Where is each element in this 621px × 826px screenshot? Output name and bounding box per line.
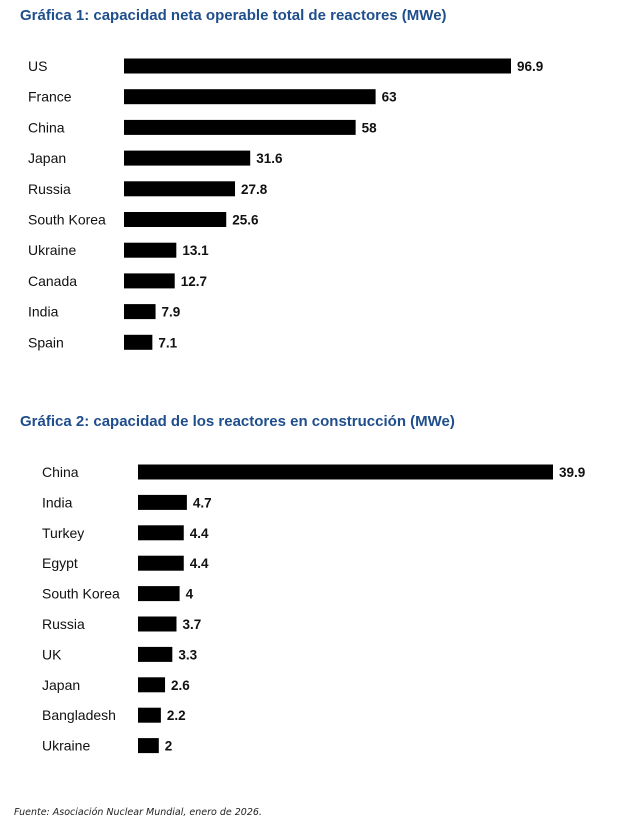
bar bbox=[138, 586, 180, 602]
value-label: 7.1 bbox=[158, 335, 177, 350]
bar bbox=[138, 555, 184, 571]
category-label: US bbox=[28, 58, 47, 74]
value-label: 4.4 bbox=[190, 526, 209, 541]
bar bbox=[124, 304, 156, 320]
value-label: 12.7 bbox=[181, 274, 207, 289]
value-label: 7.9 bbox=[162, 305, 181, 320]
category-label: China bbox=[28, 119, 65, 135]
category-label: Ukraine bbox=[28, 242, 76, 258]
category-label: China bbox=[42, 464, 79, 480]
value-label: 63 bbox=[382, 90, 398, 105]
bar bbox=[124, 273, 175, 289]
value-label: 96.9 bbox=[517, 59, 543, 74]
bar bbox=[138, 738, 159, 754]
bar bbox=[124, 334, 153, 350]
chart-2-title: Gráfica 2: capacidad de los reactores en… bbox=[20, 413, 455, 430]
value-label: 25.6 bbox=[232, 213, 259, 228]
value-label: 4.4 bbox=[190, 556, 209, 571]
chart-1-title: Gráfica 1: capacidad neta operable total… bbox=[20, 7, 447, 24]
value-label: 31.6 bbox=[256, 151, 283, 166]
category-label: Canada bbox=[28, 273, 77, 289]
value-label: 58 bbox=[362, 120, 378, 135]
bar bbox=[124, 181, 236, 197]
bar bbox=[124, 119, 356, 135]
value-label: 3.7 bbox=[182, 617, 201, 632]
category-label: Russia bbox=[28, 181, 71, 197]
bar bbox=[138, 525, 184, 541]
bar bbox=[124, 212, 227, 227]
category-label: Ukraine bbox=[42, 738, 90, 754]
category-label: Japan bbox=[28, 150, 66, 166]
category-label: Bangladesh bbox=[42, 707, 116, 723]
chart-2-construction-capacity: China 39.9 India 4.7 Turkey 4.4 Egypt 4.4 South … bbox=[42, 464, 585, 754]
bar bbox=[124, 242, 177, 258]
category-label: Turkey bbox=[42, 525, 84, 541]
source-note: Fuente: Asociación Nuclear Mundial, ener… bbox=[14, 807, 262, 818]
value-label: 39.9 bbox=[559, 465, 585, 480]
category-label: India bbox=[42, 494, 73, 510]
category-label: Egypt bbox=[42, 555, 78, 571]
chart-1-operable-capacity: US 96.9 France 63 China 58 Japan 31.6 Russia 27.8… bbox=[28, 58, 543, 350]
category-label: UK bbox=[42, 646, 62, 662]
category-label: Spain bbox=[28, 334, 64, 350]
value-label: 4 bbox=[186, 587, 194, 602]
value-label: 4.7 bbox=[193, 495, 212, 510]
value-label: 3.3 bbox=[178, 647, 197, 662]
category-label: South Korea bbox=[28, 212, 106, 228]
bar bbox=[124, 89, 376, 105]
value-label: 27.8 bbox=[241, 182, 268, 197]
bar bbox=[124, 58, 511, 74]
value-label: 2.2 bbox=[167, 708, 186, 723]
bar bbox=[138, 616, 177, 632]
bar bbox=[138, 707, 161, 723]
bar bbox=[138, 646, 173, 662]
bar bbox=[138, 464, 553, 480]
bar bbox=[124, 150, 251, 166]
bar bbox=[138, 494, 187, 510]
category-label: Russia bbox=[42, 616, 85, 632]
value-label: 2 bbox=[165, 739, 173, 754]
category-label: India bbox=[28, 304, 59, 320]
bar bbox=[138, 677, 166, 693]
value-label: 13.1 bbox=[182, 243, 209, 258]
category-label: South Korea bbox=[42, 586, 120, 602]
category-label: Japan bbox=[42, 677, 80, 693]
value-label: 2.6 bbox=[171, 678, 190, 693]
category-label: France bbox=[28, 89, 72, 105]
